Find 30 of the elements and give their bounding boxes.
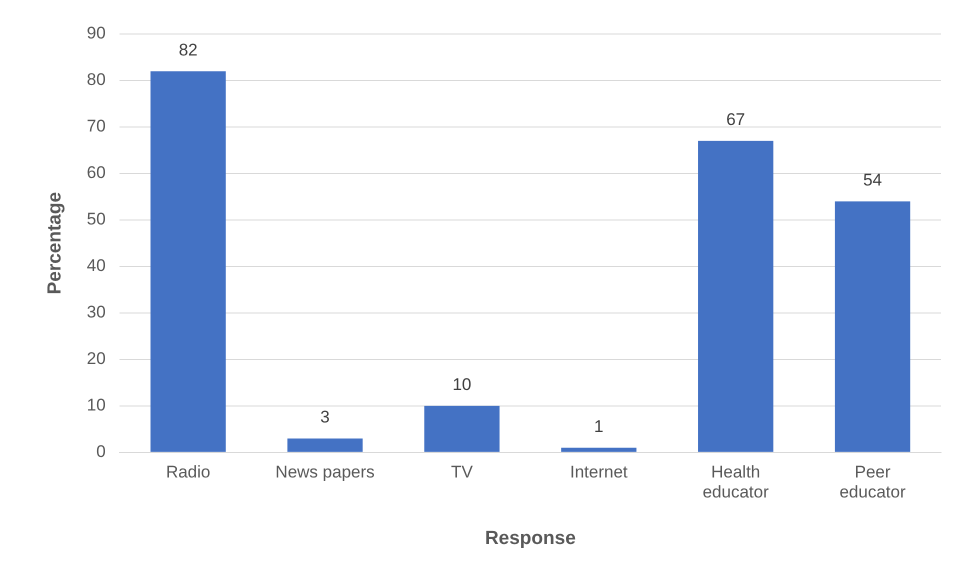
data-label: 10 xyxy=(452,375,472,394)
bar xyxy=(698,140,774,452)
x-tick-label: News papers xyxy=(275,462,375,482)
y-tick-label: 40 xyxy=(86,256,106,276)
y-tick-label: 30 xyxy=(86,302,106,322)
y-tick-label: 80 xyxy=(86,70,106,90)
bar xyxy=(561,448,636,452)
data-label: 54 xyxy=(863,170,882,190)
bar xyxy=(834,201,910,452)
x-tick-label: Internet xyxy=(570,462,628,482)
bar xyxy=(287,438,363,452)
bar xyxy=(424,406,500,452)
data-label: 3 xyxy=(320,408,330,427)
y-tick-label: 20 xyxy=(86,349,106,368)
bar xyxy=(150,71,226,452)
x-tick-label: Health educator xyxy=(702,462,770,502)
data-label: 1 xyxy=(594,416,604,436)
y-tick-label: 10 xyxy=(86,396,106,415)
y-tick-label: 60 xyxy=(86,163,106,182)
x-tick-label: Radio xyxy=(166,462,210,482)
y-tick-label: 50 xyxy=(86,210,106,229)
x-axis-title: Response xyxy=(484,528,576,549)
y-tick-label: 90 xyxy=(86,24,106,43)
data-label: 82 xyxy=(178,40,198,60)
y-axis-title: Percentage xyxy=(44,192,66,294)
x-tick-label: Peer educator xyxy=(839,462,906,502)
x-tick-label: TV xyxy=(451,462,474,482)
y-tick-label: 0 xyxy=(96,442,106,462)
y-tick-label: 70 xyxy=(86,116,106,136)
data-label: 67 xyxy=(726,110,746,130)
